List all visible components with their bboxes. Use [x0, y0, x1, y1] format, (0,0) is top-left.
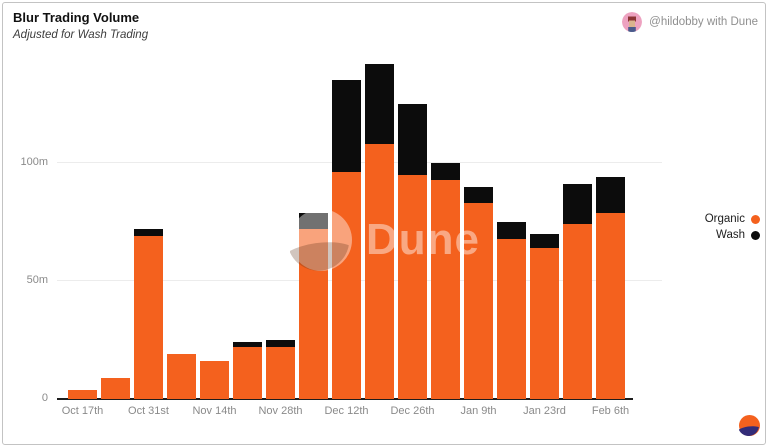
- bar-wash-jan-30th[interactable]: [563, 184, 592, 225]
- bar-organic-oct-31st[interactable]: [134, 236, 163, 399]
- bar-wash-dec-26th[interactable]: [398, 104, 427, 175]
- x-axis-label-feb-6th: Feb 6th: [591, 405, 630, 417]
- bar-organic-dec-19th[interactable]: [365, 144, 394, 399]
- legend-item-organic[interactable]: Organic: [705, 213, 760, 225]
- bar-organic-nov-14th[interactable]: [200, 361, 229, 399]
- bar-wash-jan-16th[interactable]: [497, 222, 526, 239]
- bar-organic-jan-30th[interactable]: [563, 224, 592, 399]
- dune-logo[interactable]: [736, 415, 761, 438]
- bar-wash-dec-19th[interactable]: [365, 63, 394, 145]
- legend-item-wash[interactable]: Wash: [705, 229, 760, 241]
- x-axis-label-oct-17th: Oct 17th: [61, 405, 104, 417]
- x-axis-label-dec-12th: Dec 12th: [324, 405, 369, 417]
- bar-organic-feb-6th[interactable]: [596, 212, 625, 399]
- bar-wash-nov-21st[interactable]: [233, 342, 262, 348]
- bar-wash-jan-9th[interactable]: [464, 186, 493, 204]
- author-credit-label: @hildobby with Dune: [649, 16, 758, 28]
- x-axis-label-oct-31st: Oct 31st: [128, 405, 169, 417]
- avatar: [622, 12, 643, 32]
- bar-wash-dec-5th[interactable]: [299, 212, 328, 230]
- bar-wash-feb-6th[interactable]: [596, 177, 625, 213]
- y-axis-label-0: 0: [41, 392, 48, 404]
- bar-organic-jan-9th[interactable]: [464, 203, 493, 399]
- legend-dot-wash: [751, 230, 760, 240]
- x-axis-label-nov-14th: Nov 14th: [192, 405, 237, 417]
- bar-organic-nov-21st[interactable]: [233, 347, 262, 399]
- bar-wash-oct-31st[interactable]: [134, 229, 163, 237]
- bar-organic-dec-26th[interactable]: [398, 174, 427, 399]
- x-axis-line: [57, 398, 633, 400]
- legend-label-organic: Organic: [704, 213, 745, 225]
- bar-organic-dec-12th[interactable]: [332, 172, 361, 399]
- bar-wash-jan-2nd[interactable]: [431, 163, 460, 180]
- chart-subtitle: Adjusted for Wash Trading: [13, 29, 149, 41]
- bar-organic-nov-7th[interactable]: [167, 354, 196, 399]
- author-credit[interactable]: @hildobby with Dune: [622, 12, 758, 32]
- y-axis-label-100m: 100m: [20, 156, 48, 168]
- bar-organic-nov-28th[interactable]: [266, 347, 295, 399]
- bar-organic-jan-23rd[interactable]: [530, 247, 559, 399]
- bar-organic-dec-5th[interactable]: [299, 229, 328, 399]
- legend-dot-organic: [751, 214, 760, 224]
- legend-label-wash: Wash: [716, 229, 745, 241]
- bar-organic-oct-17th[interactable]: [68, 389, 97, 399]
- bar-organic-oct-24th[interactable]: [101, 377, 130, 399]
- x-axis-label-jan-23rd: Jan 23rd: [523, 405, 566, 417]
- bar-wash-nov-28th[interactable]: [266, 340, 295, 348]
- y-axis-label-50m: 50m: [26, 274, 48, 286]
- bar-organic-jan-16th[interactable]: [497, 238, 526, 399]
- legend: Organic Wash: [705, 213, 760, 241]
- bar-wash-jan-23rd[interactable]: [530, 233, 559, 248]
- bar-wash-dec-12th[interactable]: [332, 80, 361, 173]
- x-axis-label-dec-26th: Dec 26th: [390, 405, 435, 417]
- x-axis-label-jan-9th: Jan 9th: [460, 405, 497, 417]
- x-axis-label-nov-28th: Nov 28th: [258, 405, 303, 417]
- bar-organic-jan-2nd[interactable]: [431, 179, 460, 399]
- chart-title: Blur Trading Volume: [13, 10, 140, 25]
